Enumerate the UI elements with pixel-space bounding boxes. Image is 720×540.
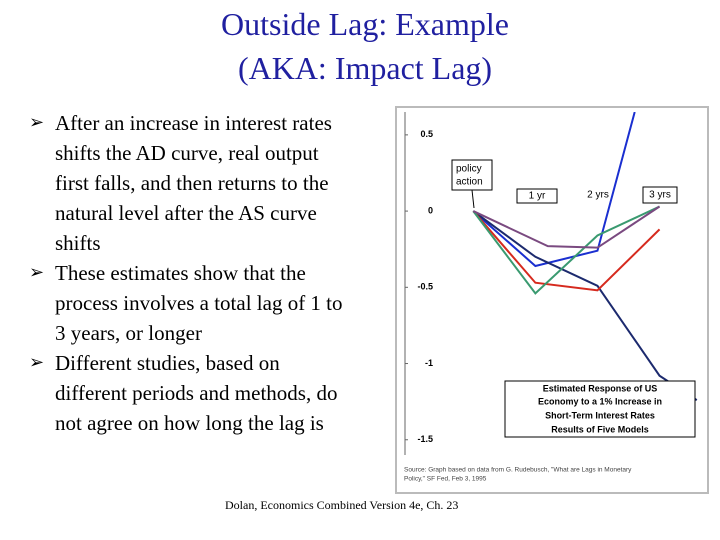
y-tick-label: -0.5 bbox=[417, 282, 433, 292]
series-line bbox=[472, 205, 661, 249]
source: Source: Graph based on data from G. Rude… bbox=[404, 467, 632, 474]
source: Policy," SF Fed, Feb 3, 1995 bbox=[404, 476, 487, 483]
annotation-arrow bbox=[471, 189, 475, 209]
y-tick-label: -1 bbox=[425, 358, 433, 368]
bullet: After an increase in interest rates shif… bbox=[29, 108, 355, 258]
slide-title: (AKA: Impact Lag) bbox=[237, 50, 493, 86]
annotation: policy bbox=[456, 164, 482, 175]
bullet: These estimates show that the process in… bbox=[29, 258, 355, 348]
annotation: 1 yr bbox=[529, 191, 546, 202]
note: Short-Term Interest Rates bbox=[545, 410, 655, 420]
note: Economy to a 1% Increase in bbox=[538, 396, 662, 406]
annotation-box bbox=[642, 186, 678, 204]
note-box bbox=[504, 380, 696, 438]
series-line bbox=[472, 205, 660, 295]
bullet: Different studies, based on different pe… bbox=[29, 348, 355, 438]
annotation-box bbox=[516, 188, 558, 204]
series-line bbox=[472, 210, 661, 292]
y-tick-label: 0.5 bbox=[420, 129, 433, 139]
series-line bbox=[472, 112, 636, 268]
annotation: action bbox=[456, 177, 483, 188]
footer: Dolan, Economics Combined Version 4e, Ch… bbox=[225, 498, 459, 512]
slide-title: Outside Lag: Example bbox=[221, 6, 509, 42]
y-tick-label: 0 bbox=[428, 205, 433, 215]
annotation: 3 yrs bbox=[649, 190, 671, 201]
y-tick-label: -1.5 bbox=[417, 434, 433, 444]
note: Results of Five Models bbox=[551, 424, 649, 434]
note: Estimated Response of US bbox=[543, 383, 658, 393]
annotation: 2 yrs bbox=[587, 190, 609, 201]
